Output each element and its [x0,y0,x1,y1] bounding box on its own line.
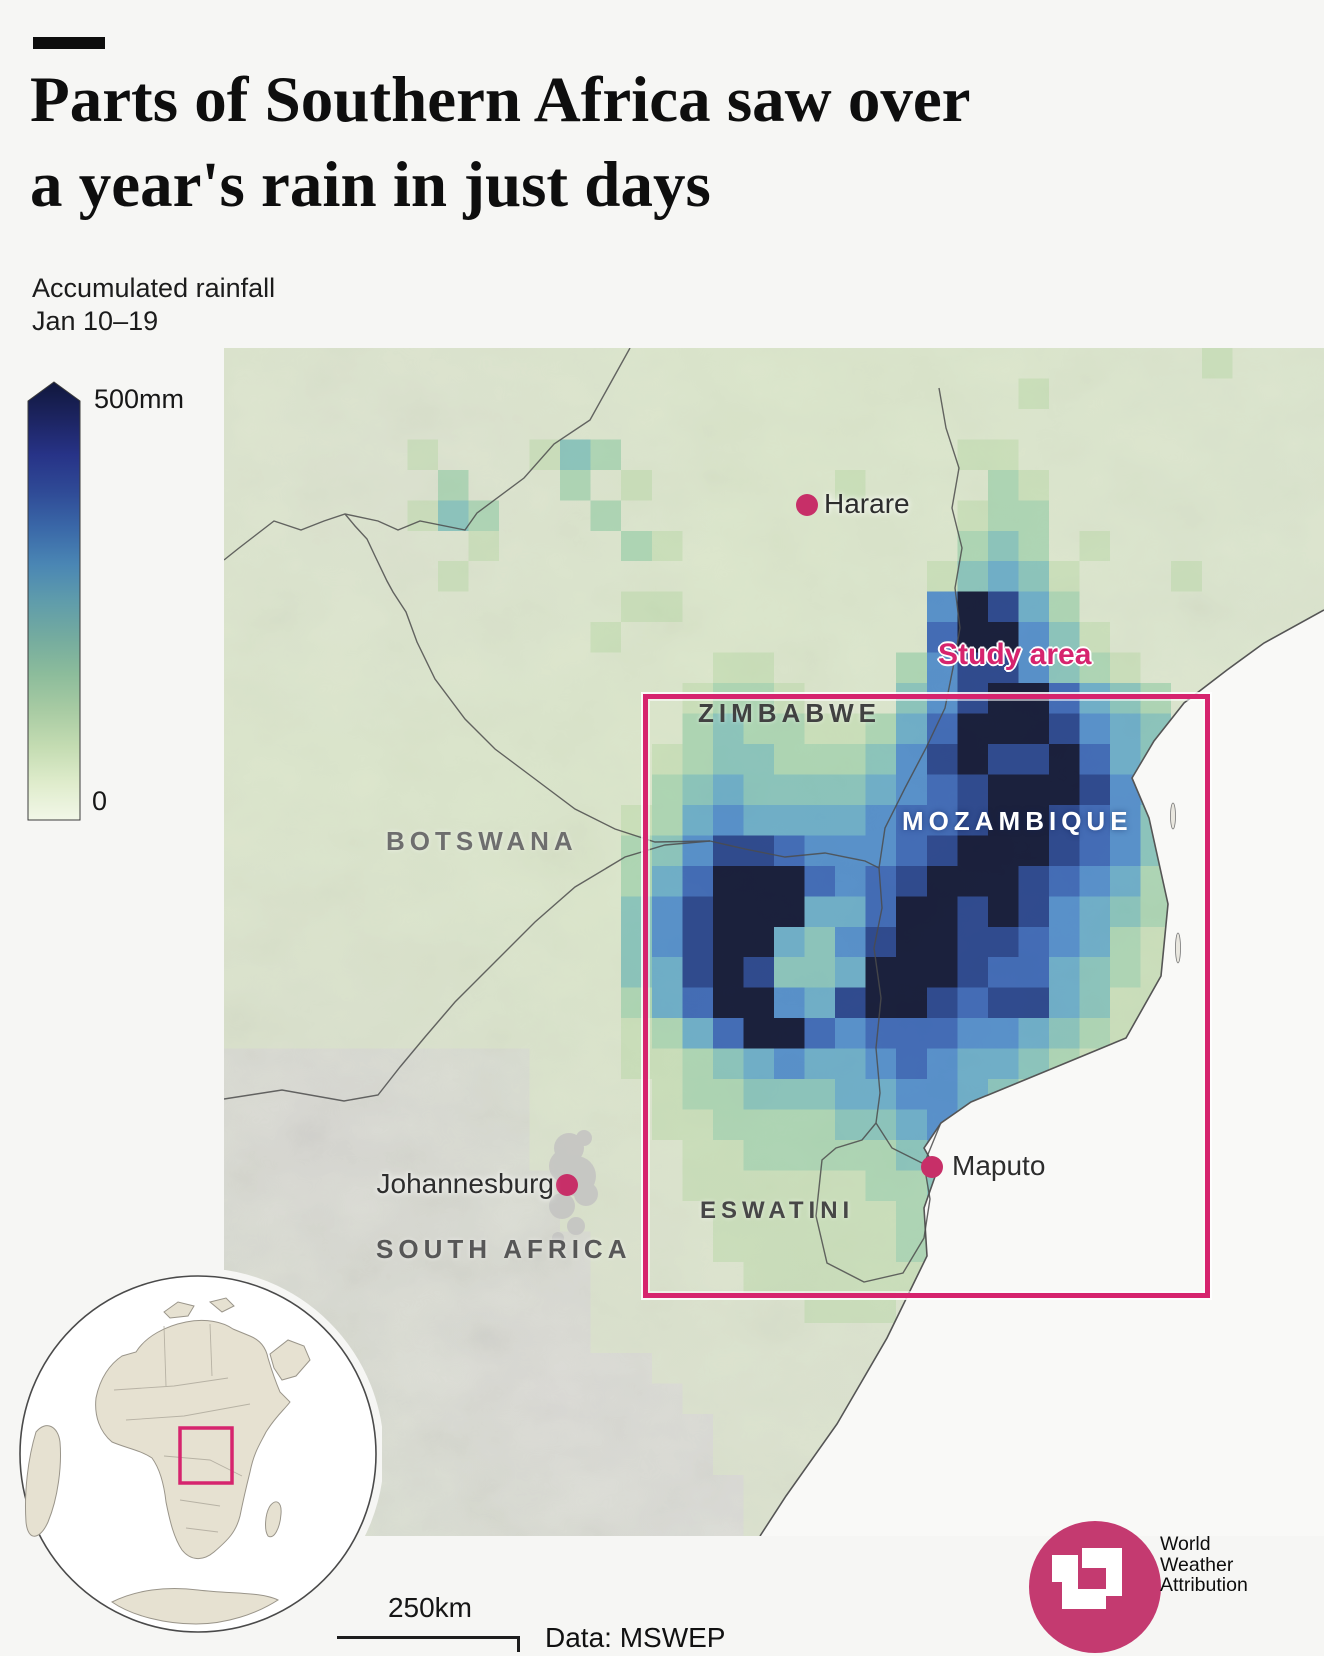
urban-area-johannesburg [549,1130,598,1244]
africa [95,1319,291,1559]
legend-max-label: 500mm [94,384,185,414]
rainfall-map: Study area ZIMBABWE MOZAMBIQUE BOTSWANA ESW… [224,348,1324,1536]
island [1170,802,1176,830]
page-title: Parts of Southern Africa saw over a year… [30,58,1290,228]
border-zimbabwe-mozambique [878,387,963,869]
europe-fragment [208,1297,235,1313]
subtitle: Accumulated rainfall Jan 10–19 [32,272,275,338]
border-southafrica-mozambique [873,867,883,1124]
wwa-logo-text: World Weather Attribution [1160,1534,1248,1596]
country-label-botswana: BOTSWANA [386,826,578,856]
scalebar-line [337,1636,519,1639]
south-america [25,1425,61,1537]
scalebar-label: 250km [387,1592,473,1623]
globe-locator-inset [14,1270,382,1638]
subtitle-line-2: Jan 10–19 [32,306,159,336]
country-label-eswatini: ESWATINI [700,1197,855,1224]
logo-line-3: Attribution [1160,1574,1248,1596]
logo-line-1: World [1160,1533,1211,1555]
arabia [269,1339,311,1381]
island [1175,932,1181,964]
country-label-zimbabwe: ZIMBABWE [698,698,881,728]
border-north [224,348,631,561]
border-southafrica-zimbabwe [709,840,880,869]
country-label-south-africa: SOUTH AFRICA [376,1234,632,1264]
city-dot-johannesburg [556,1174,578,1196]
title-line-1: Parts of Southern Africa saw over [30,64,971,136]
madagascar [265,1501,282,1538]
antarctica [111,1588,280,1625]
globe-study-area-rect [178,1426,234,1485]
title-line-2: a year's rain in just days [30,149,711,221]
country-label-mozambique: MOZAMBIQUE [902,806,1133,836]
city-label-harare: Harare [824,488,910,519]
legend-min-label: 0 [92,786,108,816]
europe-fragment [163,1301,195,1319]
wwa-logo-icon [1029,1521,1161,1653]
rainfall-colorbar [27,381,81,821]
globe-landmasses [25,1297,311,1625]
subtitle-line-1: Accumulated rainfall [32,273,276,303]
study-area-rectangle [643,694,1210,1298]
coastline [759,609,1324,1536]
logo-line-2: Weather [1160,1553,1234,1576]
border-southafrica-botswana [224,840,711,1102]
city-label-johannesburg: Johannesburg [376,1168,554,1199]
city-dot-maputo [921,1156,943,1178]
city-label-maputo: Maputo [952,1150,1046,1181]
study-area-label: Study area [938,638,1092,671]
city-dot-harare [796,494,818,516]
scalebar-tick [517,1636,520,1652]
border-botswana-zimbabwe [344,513,711,843]
data-source-credit: Data: MSWEP [545,1622,726,1653]
kicker-bar [33,37,105,49]
